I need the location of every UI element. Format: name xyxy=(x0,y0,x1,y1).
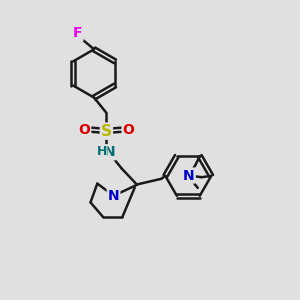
Text: O: O xyxy=(123,123,134,137)
Text: N: N xyxy=(183,169,195,182)
Text: N: N xyxy=(103,146,115,159)
Text: S: S xyxy=(101,124,112,139)
Text: F: F xyxy=(73,26,83,40)
Text: H: H xyxy=(97,145,107,158)
Text: O: O xyxy=(78,123,90,137)
Text: N: N xyxy=(108,189,119,203)
